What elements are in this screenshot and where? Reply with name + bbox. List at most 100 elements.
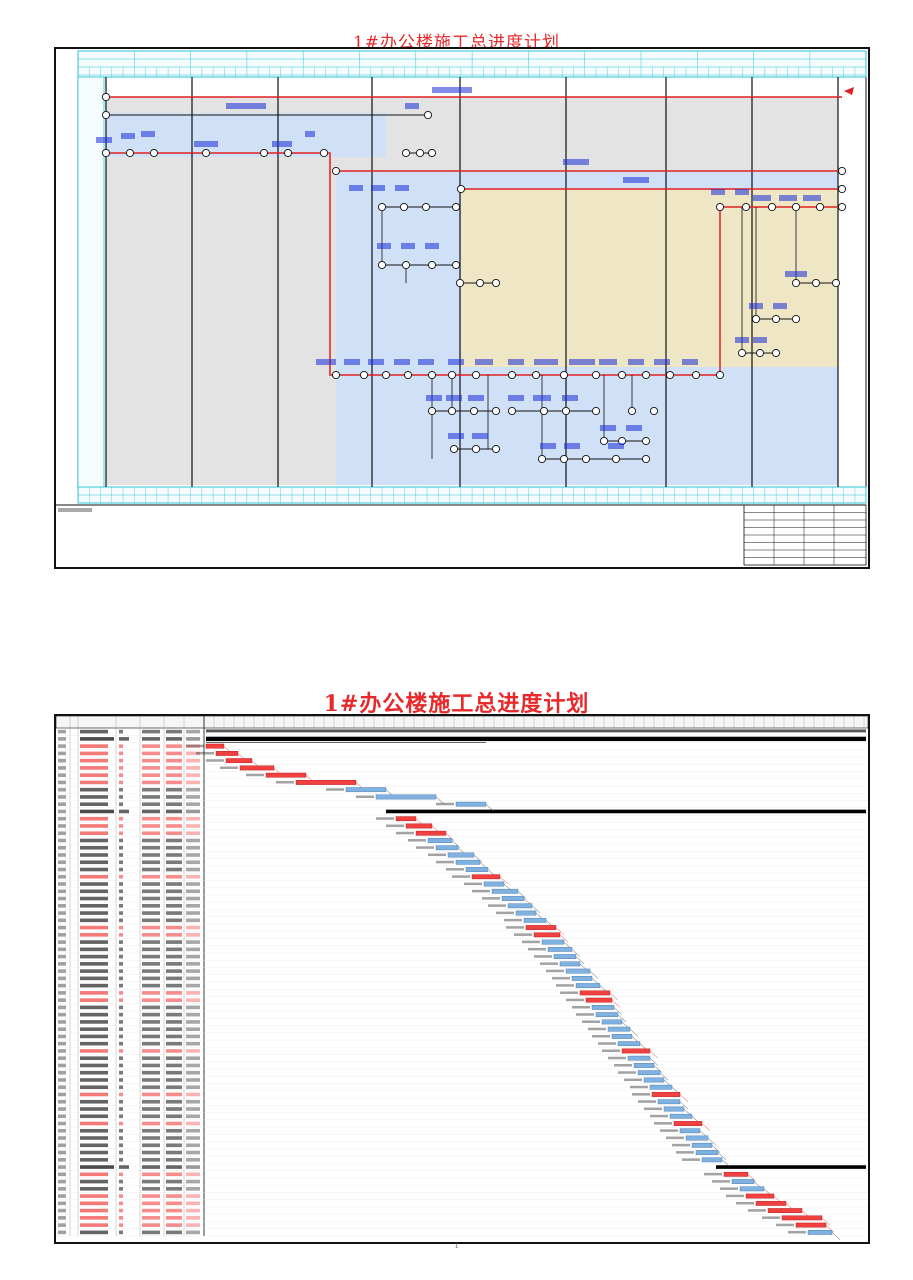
task-name-cell [80,947,108,952]
finish-date-cell [166,766,182,770]
event-node [791,202,801,212]
predecessor-cell [186,925,200,930]
task-bar [701,1157,723,1163]
activity-label [562,395,578,401]
task-name-cell [80,766,108,770]
row-id-cell [58,1128,66,1133]
task-bar [559,961,581,967]
zone-tan [461,189,838,367]
task-name-cell [80,1128,108,1133]
finish-date-cell [166,780,182,785]
start-date-cell [142,1143,160,1148]
predecessor-cell [186,795,200,799]
finish-date-cell [166,845,182,850]
event-node [427,260,437,270]
finish-date-cell [166,1121,182,1126]
task-bar-label [630,1085,648,1089]
row-id-cell [58,773,66,777]
event-node [599,436,609,446]
event-node [581,454,591,464]
predecessor-cell [186,845,200,850]
task-bar [205,743,225,749]
duration-cell [119,1201,123,1206]
task-bar [533,932,561,938]
task-bar-label [488,904,506,907]
event-node [755,348,765,358]
task-link [445,833,455,841]
duration-cell [119,903,123,908]
finish-date-cell [166,773,182,777]
start-date-cell [142,1078,160,1082]
start-date-cell [142,1208,160,1213]
event-node [456,184,466,194]
predecessor-cell [186,1027,200,1031]
row-id-cell [58,780,66,785]
task-bar-label [614,1064,632,1067]
event-node [449,444,459,454]
task-link [629,1028,639,1037]
activity-label [563,159,589,165]
task-name-cell [80,1049,108,1053]
task-bar [611,1034,633,1039]
row-id-cell [58,831,66,836]
task-bar-label [186,744,204,748]
activity-label [682,359,698,365]
event-node [641,370,651,380]
row-id-cell [58,983,66,988]
row-id-cell [58,1201,66,1206]
task-bar [215,751,239,756]
duration-cell [119,1223,123,1227]
event-node [423,110,433,120]
event-node [427,370,437,380]
event-node [451,260,461,270]
activity-label [785,271,807,277]
task-bar-label [608,1056,626,1060]
duration-cell [119,744,123,748]
finish-date-cell [166,1128,182,1133]
duration-cell [119,1216,123,1220]
finish-date-cell [166,918,182,923]
task-name-cell [80,991,108,995]
event-node [561,406,571,416]
row-id-cell [58,1049,66,1053]
row-id-cell [58,1107,66,1111]
task-link [613,1007,623,1015]
task-name-cell [80,809,114,814]
task-name-cell [80,1020,108,1024]
task-bar [633,1063,655,1068]
activity-label [226,103,266,109]
task-name-cell [80,933,108,937]
start-date-cell [142,889,160,894]
start-date-cell [142,1099,160,1104]
event-node [451,202,461,212]
task-name-cell [80,1034,108,1039]
task-link [451,840,461,848]
predecessor-cell [186,1194,200,1198]
activity-label [349,185,363,191]
predecessor-cell [186,1201,200,1206]
task-bar-label [566,998,584,1002]
predecessor-cell [186,1114,200,1119]
event-node [377,260,387,270]
activity-label [654,359,670,365]
event-node [331,166,341,176]
task-bar [637,1070,661,1076]
predecessor-cell [186,780,200,785]
event-node [791,314,801,324]
start-date-cell [142,954,160,959]
duration-cell [119,896,123,901]
finish-date-cell [166,737,182,741]
event-node [427,406,437,416]
start-date-cell [142,1216,160,1220]
row-id-cell [58,824,66,828]
start-date-cell [142,1157,160,1162]
event-node [377,202,387,212]
finish-date-cell [166,831,182,836]
task-bar-label [386,824,404,828]
finish-date-cell [166,1157,182,1162]
finish-date-cell [166,1114,182,1119]
duration-cell [119,845,123,850]
duration-cell [119,1121,123,1126]
start-date-cell [142,1034,160,1039]
task-name-cell [80,773,108,777]
